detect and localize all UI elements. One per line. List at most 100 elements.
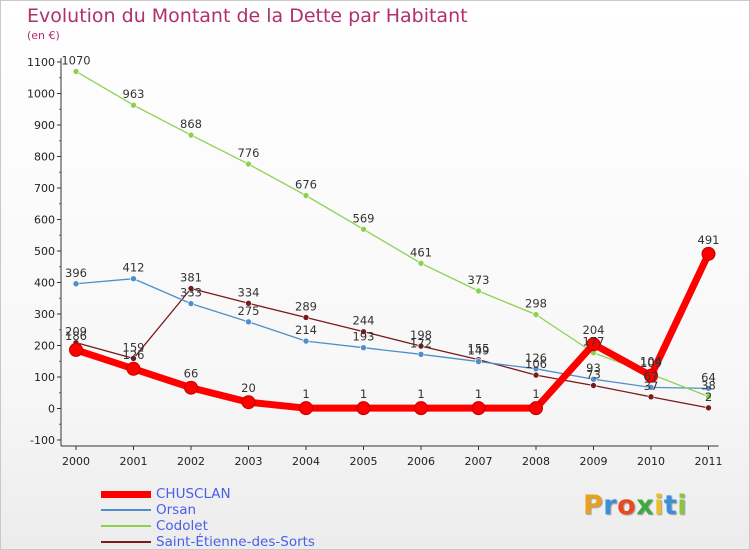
data-label-orsan: 396 — [65, 266, 87, 280]
y-tick-label: 400 — [34, 277, 55, 290]
data-point-chusclan — [69, 342, 83, 357]
y-tick-label: -100 — [30, 434, 55, 447]
y-tick-label: 800 — [34, 151, 55, 164]
data-label-chusclan: 204 — [583, 323, 605, 337]
legend-label: Codolet — [156, 518, 208, 534]
x-tick-label: 2007 — [465, 455, 493, 468]
data-label-orsan: 93 — [586, 361, 601, 375]
data-point-codolet — [360, 225, 367, 233]
data-label-saint-tienne-des-sorts: 2 — [705, 390, 712, 404]
data-label-codolet: 1070 — [61, 53, 90, 67]
data-label-orsan: 193 — [353, 330, 375, 344]
data-label-chusclan: 491 — [698, 233, 720, 247]
data-label-chusclan: 186 — [65, 329, 87, 343]
x-tick-label: 2000 — [62, 455, 90, 468]
data-label-orsan: 333 — [180, 286, 202, 300]
y-axis-unit: (en €) — [27, 29, 60, 42]
data-label-orsan: 412 — [123, 261, 145, 275]
data-point-orsan — [475, 358, 482, 365]
data-label-codolet: 569 — [353, 211, 375, 225]
data-label-saint-tienne-des-sorts: 244 — [353, 314, 375, 328]
data-point-orsan — [590, 375, 597, 383]
data-point-codolet — [475, 287, 482, 295]
data-point-orsan — [245, 318, 252, 326]
legend-label: Orsan — [156, 502, 197, 518]
data-label-orsan: 172 — [410, 336, 432, 350]
data-label-chusclan: 1 — [417, 387, 424, 401]
data-label-codolet: 38 — [701, 379, 716, 393]
data-point-orsan — [187, 300, 195, 307]
data-point-codolet — [417, 259, 425, 267]
y-tick-label: 200 — [34, 340, 55, 353]
legend-entry: CHUSCLAN — [101, 486, 315, 502]
data-label-chusclan: 1 — [532, 387, 539, 401]
data-label-codolet: 373 — [468, 273, 490, 287]
x-tick-label: 2001 — [120, 455, 148, 468]
data-point-codolet — [245, 160, 252, 168]
x-tick-label: 2003 — [235, 455, 263, 468]
data-point-codolet — [187, 131, 195, 139]
data-point-orsan — [647, 384, 655, 391]
data-label-codolet: 676 — [295, 178, 317, 192]
legend-label: CHUSCLAN — [156, 486, 231, 502]
data-label-saint-tienne-des-sorts: 37 — [644, 379, 659, 393]
y-tick-label: 500 — [34, 245, 55, 258]
y-tick-label: 300 — [34, 308, 55, 321]
legend-swatch — [101, 525, 151, 527]
x-tick-label: 2006 — [407, 455, 435, 468]
data-point-chusclan — [471, 401, 486, 416]
legend-entry: Orsan — [101, 502, 315, 518]
legend-swatch — [101, 541, 151, 543]
data-point-chusclan — [356, 401, 371, 416]
data-label-codolet: 109 — [640, 356, 662, 370]
data-label-orsan: 275 — [238, 304, 260, 318]
data-label-codolet: 868 — [180, 117, 202, 131]
data-label-saint-tienne-des-sorts: 106 — [525, 357, 547, 371]
data-label-saint-tienne-des-sorts: 334 — [238, 285, 260, 299]
data-point-chusclan — [299, 401, 313, 416]
x-tick-label: 2005 — [350, 455, 378, 468]
data-label-orsan: 64 — [701, 370, 716, 384]
data-point-saint-tienne-des-sorts — [187, 285, 195, 292]
data-label-saint-tienne-des-sorts: 209 — [65, 325, 87, 339]
x-tick-label: 2004 — [292, 455, 320, 468]
legend-entry: Saint-Étienne-des-Sorts — [101, 534, 315, 550]
data-point-chusclan — [644, 368, 658, 383]
data-point-chusclan — [184, 380, 198, 395]
data-point-orsan — [360, 344, 367, 352]
y-tick-label: 700 — [34, 182, 55, 195]
data-label-orsan: 67 — [644, 369, 659, 383]
x-tick-label: 2008 — [522, 455, 550, 468]
data-point-chusclan — [126, 361, 141, 376]
series-line-chusclan — [72, 250, 712, 412]
data-point-saint-tienne-des-sorts — [360, 328, 367, 335]
data-label-saint-tienne-des-sorts: 198 — [410, 328, 432, 342]
data-point-saint-tienne-des-sorts — [130, 355, 137, 362]
data-point-codolet — [705, 393, 712, 400]
data-label-chusclan: 20 — [241, 381, 256, 395]
data-point-orsan — [302, 337, 310, 345]
series-line-orsan — [75, 278, 710, 389]
data-label-orsan: 126 — [525, 351, 547, 365]
data-point-chusclan — [701, 246, 716, 261]
data-point-orsan — [532, 365, 540, 373]
data-label-chusclan: 126 — [123, 348, 145, 362]
legend-label: Saint-Étienne-des-Sorts — [156, 534, 315, 550]
proxiti-logo: Proxiti — [583, 490, 688, 521]
x-tick-label: 2010 — [637, 455, 665, 468]
data-point-saint-tienne-des-sorts — [417, 342, 425, 350]
data-point-chusclan — [529, 401, 543, 416]
data-label-saint-tienne-des-sorts: 155 — [468, 342, 490, 356]
data-label-saint-tienne-des-sorts: 159 — [123, 340, 145, 354]
series-line-codolet — [75, 70, 710, 398]
data-label-saint-tienne-des-sorts: 381 — [180, 270, 202, 284]
x-tick-label: 2009 — [580, 455, 608, 468]
data-label-codolet: 461 — [410, 245, 432, 259]
data-label-saint-tienne-des-sorts: 289 — [295, 299, 317, 313]
data-point-saint-tienne-des-sorts — [590, 382, 597, 389]
data-point-orsan — [130, 275, 137, 283]
data-point-codolet — [532, 311, 540, 318]
data-label-codolet: 177 — [583, 335, 605, 349]
